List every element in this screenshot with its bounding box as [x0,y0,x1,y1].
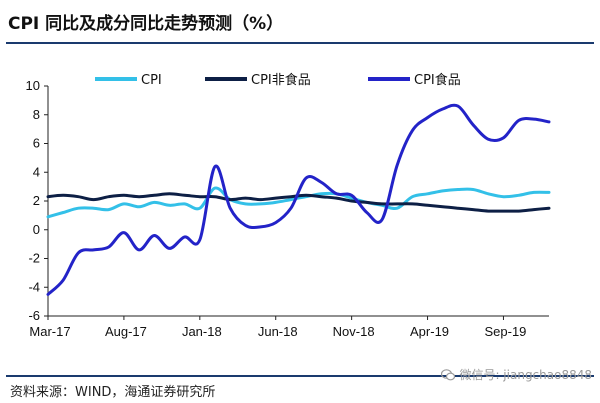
x-tick-label: Nov-18 [333,324,375,339]
legend-label-1: CPI非食品 [251,72,311,88]
y-tick-label: 0 [33,222,40,237]
x-tick-label: Mar-17 [29,324,70,339]
y-tick-label: -4 [28,279,40,294]
watermark: 微信号: jiangchao8848 [441,366,592,383]
x-tick-label: Sep-19 [484,324,526,339]
watermark-text: 微信号: jiangchao8848 [459,368,592,382]
y-tick-label: 10 [26,78,40,93]
source-note: 资料来源：WIND，海通证券研究所 [10,385,216,400]
y-tick-label: 4 [33,164,40,179]
y-tick-label: -2 [28,251,40,266]
x-tick-label: Jun-18 [258,324,298,339]
y-tick-label: 8 [33,107,40,122]
y-tick-label: -6 [28,308,40,323]
y-axis: -6 -4 -2 0 2 4 6 8 10 [26,78,49,323]
legend-label-0: CPI [141,73,162,88]
series-line-0 [46,186,551,219]
x-tick-label: Aug-17 [105,324,147,339]
series-group [46,103,551,296]
x-tick-label: Apr-19 [410,324,449,339]
y-tick-label: 6 [33,136,40,151]
chart-title: CPI 同比及成分同比走势预测（%） [8,14,284,34]
wechat-icon [441,368,456,380]
series-line-2 [46,103,551,296]
footer-divider [6,375,594,377]
x-tick-label: Jan-18 [182,324,222,339]
legend-label-2: CPI食品 [414,72,461,88]
title-bar: CPI 同比及成分同比走势预测（%） [0,0,600,44]
x-axis: Mar-17 Aug-17 Jan-18 Jun-18 Nov-18 Apr-19 Sep-… [29,315,549,339]
title-divider [6,42,594,44]
chart-area: -6 -4 -2 0 2 4 6 8 10 Mar-17 Aug-17 Jan-18 Jun-18 No… [26,72,551,339]
legend: CPI CPI非食品 CPI食品 [95,72,461,88]
y-tick-label: 2 [33,193,40,208]
